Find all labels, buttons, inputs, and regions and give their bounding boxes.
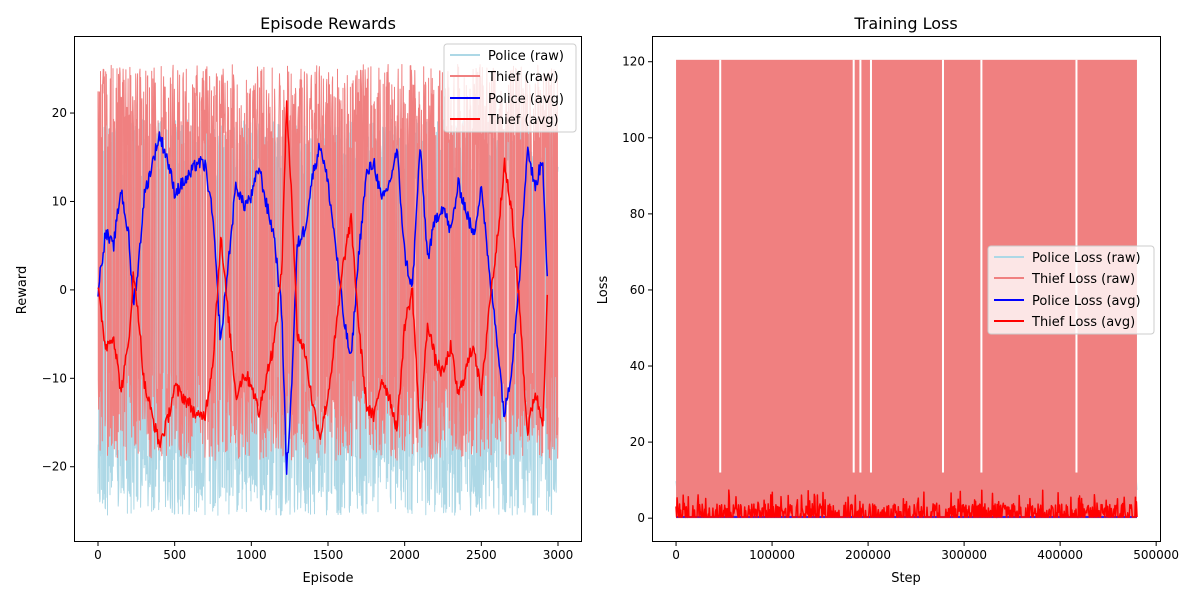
series-thief-loss-raw-gap xyxy=(980,59,983,473)
y-tick-label: 40 xyxy=(630,359,645,373)
x-tick-label: 500 xyxy=(163,548,186,562)
legend-label-thief-loss-raw: Thief Loss (raw) xyxy=(1031,272,1135,287)
plot-frame xyxy=(652,36,1161,542)
x-tick-label: 400000 xyxy=(1037,548,1083,562)
plot-area xyxy=(97,64,559,516)
y-tick-label: 100 xyxy=(622,131,645,145)
legend-box xyxy=(987,245,1155,335)
legend-label-thief-loss-avg: Thief Loss (avg) xyxy=(1031,315,1135,330)
chart-title: Episode Rewards xyxy=(260,14,396,33)
x-tick-label: 100000 xyxy=(749,548,795,562)
y-tick-label: 80 xyxy=(630,207,645,221)
series-thief-loss-avg xyxy=(675,489,1138,518)
y-axis-label: Loss xyxy=(596,276,611,305)
x-tick-label: 200000 xyxy=(845,548,891,562)
legend-label-police-avg: Police (avg) xyxy=(488,92,564,107)
y-tick-label: 0 xyxy=(59,283,67,297)
series-police-avg xyxy=(97,131,549,475)
legend-label-thief-avg: Thief (avg) xyxy=(487,113,559,128)
legend-label-police-loss-raw: Police Loss (raw) xyxy=(1032,251,1141,266)
y-tick-label: 20 xyxy=(52,106,67,120)
x-tick-label: 1500 xyxy=(313,548,344,562)
series-thief-loss-raw-gap xyxy=(941,59,944,473)
axis-ticks: 0 100000 200000 300000 400000 500000 0 20 40 60 80… xyxy=(622,55,1179,562)
series-thief-loss-raw-gap xyxy=(852,59,855,473)
y-tick-label: −10 xyxy=(42,371,67,385)
y-tick-label: 120 xyxy=(622,55,645,69)
x-tick-label: 0 xyxy=(672,548,680,562)
x-tick-label: 500000 xyxy=(1133,548,1179,562)
axis-ticks: 0 500 1000 1500 2000 2500 3000 −20 −10 0 10 20 xyxy=(42,106,574,562)
legend: Police (raw) Thief (raw) Police (avg) Th… xyxy=(443,43,577,133)
x-axis-label: Episode xyxy=(302,571,353,586)
legend-label-police-loss-avg: Police Loss (avg) xyxy=(1032,294,1141,309)
x-tick-label: 3000 xyxy=(543,548,574,562)
x-tick-label: 300000 xyxy=(941,548,987,562)
x-tick-label: 2500 xyxy=(466,548,497,562)
chart-training-loss: Training Loss Step Loss 0 100000 200000 300… xyxy=(596,14,1179,586)
y-tick-label: 60 xyxy=(630,283,645,297)
series-thief-loss-raw-gap xyxy=(719,59,722,473)
y-tick-label: 10 xyxy=(52,194,67,208)
y-tick-label: −20 xyxy=(42,460,67,474)
x-tick-label: 1000 xyxy=(236,548,267,562)
series-thief-loss-raw-gap xyxy=(859,59,862,473)
series-thief-loss-raw-gap xyxy=(869,59,872,473)
x-tick-label: 0 xyxy=(94,548,102,562)
y-tick-label: 0 xyxy=(637,511,645,525)
chart-title: Training Loss xyxy=(853,14,957,33)
series-thief-avg xyxy=(97,100,549,449)
chart-episode-rewards: Episode Rewards Episode Reward 0 500 1000 1… xyxy=(15,14,582,586)
x-tick-label: 2000 xyxy=(389,548,420,562)
legend-label-thief-raw: Thief (raw) xyxy=(487,70,559,85)
x-axis-label: Step xyxy=(891,571,921,586)
y-tick-label: 20 xyxy=(630,435,645,449)
series-thief-raw xyxy=(97,64,559,461)
legend: Police Loss (raw) Thief Loss (raw) Polic… xyxy=(987,245,1155,335)
legend-box xyxy=(443,43,577,133)
legend-label-police-raw: Police (raw) xyxy=(488,49,564,64)
y-axis-label: Reward xyxy=(15,266,30,314)
